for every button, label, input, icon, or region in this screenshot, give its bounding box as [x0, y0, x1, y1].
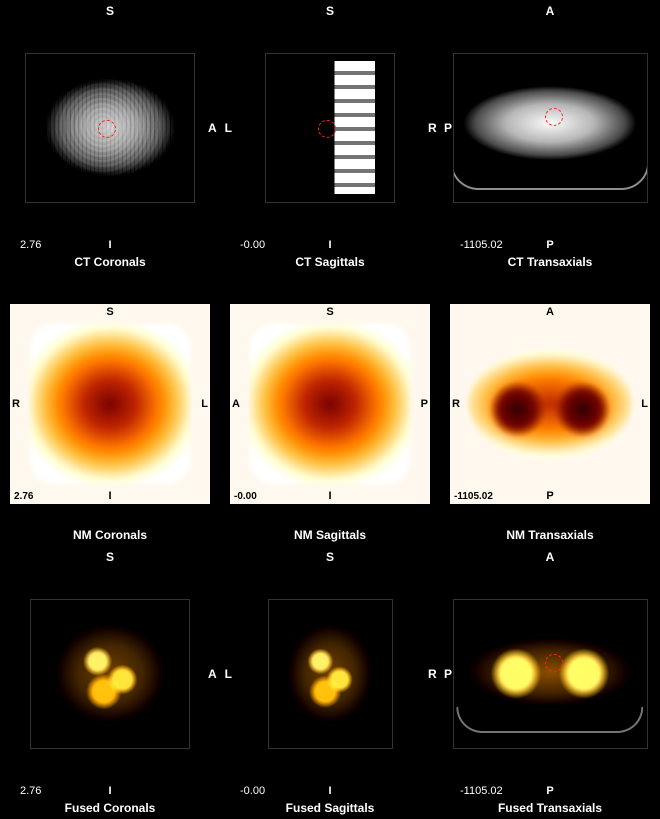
- scan-viewport[interactable]: A R L -1105.02 P: [442, 285, 658, 522]
- orientation-left: A: [208, 667, 217, 681]
- scan-content: [30, 324, 190, 484]
- scan-viewport[interactable]: R L: [442, 568, 658, 779]
- orientation-bottom: I: [108, 490, 111, 502]
- scan-content: [468, 349, 632, 459]
- orientation-right: L: [201, 398, 208, 410]
- orientation-top: S: [106, 4, 114, 18]
- slice-position-value: 2.76: [20, 239, 41, 251]
- panel-ct-transaxial[interactable]: A R L -1105.02 P CT Transaxials: [440, 0, 660, 273]
- panel-fused-transaxial[interactable]: A R L -1105.02 P Fused Transaxials: [440, 546, 660, 819]
- orientation-left: R: [452, 398, 460, 410]
- orientation-left: A: [232, 398, 240, 410]
- orientation-left: R: [12, 398, 20, 410]
- roi-marker[interactable]: [545, 108, 563, 126]
- panel-nm-transaxial[interactable]: A R L -1105.02 P NM Transaxials: [440, 273, 660, 546]
- scan-content: [461, 83, 639, 172]
- scan-image[interactable]: A R L -1105.02 P: [450, 304, 650, 504]
- orientation-left: A: [208, 121, 217, 135]
- panel-footer: 2.76 I CT Coronals: [2, 233, 218, 269]
- viewport-grid: S R L 2.76 I CT Coronals S A P: [0, 0, 660, 819]
- roi-marker[interactable]: [545, 654, 563, 672]
- scan-image[interactable]: S R L 2.76 I: [10, 304, 210, 504]
- orientation-top: S: [326, 550, 334, 564]
- scan-viewport[interactable]: R L: [2, 568, 218, 779]
- panel-title: Fused Transaxials: [498, 801, 602, 815]
- scan-viewport[interactable]: R L: [442, 22, 658, 233]
- panel-title: CT Coronals: [74, 255, 145, 269]
- scan-image[interactable]: [453, 599, 648, 749]
- scan-viewport[interactable]: A P: [222, 22, 438, 233]
- orientation-bottom: I: [108, 785, 111, 797]
- scan-image[interactable]: [25, 53, 195, 203]
- panel-ct-coronal[interactable]: S R L 2.76 I CT Coronals: [0, 0, 220, 273]
- panel-fused-coronal[interactable]: S R L 2.76 I Fused Coronals: [0, 546, 220, 819]
- roi-marker[interactable]: [318, 119, 336, 137]
- scan-content: [465, 632, 635, 715]
- panel-fused-sagittal[interactable]: S A P -0.00 I Fused Sagittals: [220, 546, 440, 819]
- panel-footer: -1105.02 P CT Transaxials: [442, 233, 658, 269]
- orientation-bottom: I: [108, 239, 111, 251]
- panel-ct-sagittal[interactable]: S A P -0.00 I CT Sagittals: [220, 0, 440, 273]
- orientation-left: R: [428, 121, 437, 135]
- slice-position-value: -1105.02: [460, 239, 503, 251]
- scan-viewport[interactable]: A P: [222, 568, 438, 779]
- scan-image[interactable]: S A P -0.00 I: [230, 304, 430, 504]
- orientation-top: S: [326, 306, 333, 318]
- panel-footer: -0.00 I Fused Sagittals: [222, 779, 438, 815]
- scan-content: [282, 613, 378, 734]
- panel-title: NM Sagittals: [294, 528, 366, 542]
- panel-footer: -1105.02 P Fused Transaxials: [442, 779, 658, 815]
- panel-footer: 2.76 I Fused Coronals: [2, 779, 218, 815]
- panel-title: CT Sagittals: [295, 255, 364, 269]
- slice-position-value: -1105.02: [460, 785, 503, 797]
- panel-footer: NM Transaxials: [442, 522, 658, 542]
- orientation-left: R: [428, 667, 437, 681]
- panel-footer: -0.00 I CT Sagittals: [222, 233, 438, 269]
- orientation-bottom: P: [546, 490, 553, 502]
- scan-content: [48, 613, 171, 734]
- orientation-top: S: [326, 4, 334, 18]
- slice-position-value: -1105.02: [454, 491, 493, 502]
- panel-title: NM Transaxials: [506, 528, 593, 542]
- orientation-top: A: [546, 4, 555, 18]
- panel-nm-coronal[interactable]: S R L 2.76 I NM Coronals: [0, 273, 220, 546]
- roi-marker[interactable]: [98, 119, 116, 137]
- orientation-bottom: I: [328, 239, 331, 251]
- slice-position-value: -0.00: [234, 491, 257, 502]
- orientation-bottom: I: [328, 490, 331, 502]
- scan-content: [250, 324, 410, 484]
- orientation-top: S: [106, 306, 113, 318]
- scan-viewport[interactable]: S A P -0.00 I: [222, 285, 438, 522]
- orientation-bottom: P: [546, 239, 553, 251]
- panel-title: NM Coronals: [73, 528, 147, 542]
- slice-position-value: -0.00: [240, 239, 265, 251]
- panel-title: Fused Coronals: [65, 801, 156, 815]
- orientation-top: A: [546, 550, 555, 564]
- panel-footer: NM Sagittals: [222, 522, 438, 542]
- orientation-top: A: [546, 306, 554, 318]
- orientation-bottom: P: [546, 785, 553, 797]
- scan-image[interactable]: [453, 53, 648, 203]
- orientation-bottom: I: [328, 785, 331, 797]
- panel-title: Fused Sagittals: [286, 801, 375, 815]
- orientation-top: S: [106, 550, 114, 564]
- panel-nm-sagittal[interactable]: S A P -0.00 I NM Sagittals: [220, 273, 440, 546]
- scan-viewport[interactable]: R L: [2, 22, 218, 233]
- scan-image[interactable]: [30, 599, 190, 749]
- slice-position-value: 2.76: [14, 491, 33, 502]
- slice-position-value: 2.76: [20, 785, 41, 797]
- panel-title: CT Transaxials: [508, 255, 593, 269]
- slice-position-value: -0.00: [240, 785, 265, 797]
- scan-viewport[interactable]: S R L 2.76 I: [2, 285, 218, 522]
- scan-image[interactable]: [268, 599, 393, 749]
- orientation-right: L: [641, 398, 648, 410]
- scan-image[interactable]: [265, 53, 395, 203]
- panel-footer: NM Coronals: [2, 522, 218, 542]
- orientation-right: P: [421, 398, 428, 410]
